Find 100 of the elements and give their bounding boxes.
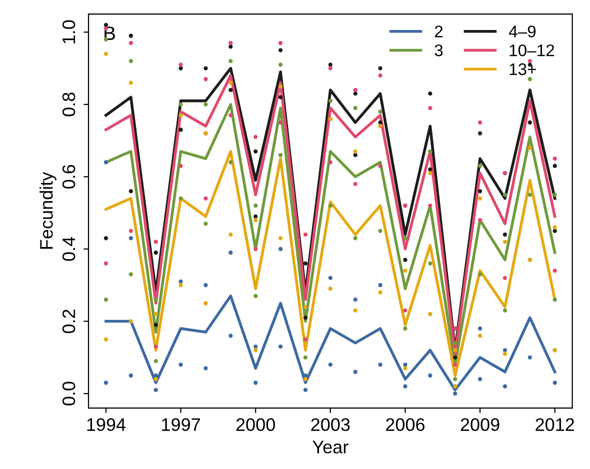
point [228,334,233,338]
y-axis-title: Fecundity [40,172,56,249]
point [328,362,332,367]
point [403,268,408,273]
point [178,128,183,132]
point [128,58,133,64]
point [502,192,508,197]
point [303,232,308,237]
point [204,283,208,288]
point [154,312,158,316]
point [104,261,108,266]
point [254,246,258,252]
point [403,308,408,313]
point [378,124,382,128]
y-tick-label: 0.6 [62,164,76,189]
point [453,362,458,367]
point [228,88,233,92]
x-tick-label: 2012 [536,418,574,432]
point [254,134,258,140]
point [303,316,308,320]
legend-label: 4–9 [508,26,536,38]
point [453,348,458,352]
point [178,62,183,67]
point [478,334,482,338]
point [328,160,332,164]
point [453,355,458,360]
point [178,283,183,288]
x-tick-label: 1994 [87,418,126,432]
point [502,384,508,388]
point [403,326,408,331]
point [378,362,382,367]
point [228,80,233,85]
point [128,189,133,194]
point [128,80,133,85]
point [204,66,208,70]
point [178,196,183,200]
point [228,44,233,49]
point [353,152,358,158]
point [428,171,432,176]
point [154,240,158,244]
point [328,62,332,67]
point [453,377,458,382]
point [154,358,158,364]
point [303,304,308,309]
point [303,337,308,342]
point [204,77,208,82]
point [378,283,382,288]
point [278,62,283,67]
point [478,196,482,200]
y-tick-label: 0.8 [62,92,76,116]
point [378,66,382,70]
point [128,236,133,240]
point [228,40,233,46]
point [478,272,482,276]
point [552,156,557,161]
point [478,218,482,222]
point [154,377,158,382]
point [328,286,332,291]
point [403,258,408,262]
legend-label: 3 [434,44,443,56]
point [502,308,508,313]
point [278,246,283,252]
point [403,366,408,370]
point [428,204,432,208]
point [204,366,208,370]
point [128,373,133,378]
point [303,377,308,382]
point [128,40,133,46]
line-series [104,294,556,392]
point [552,268,557,273]
point [502,276,508,280]
point [403,384,408,388]
point [528,355,532,360]
point [178,362,183,367]
point [154,322,158,327]
point [254,344,258,349]
point [303,355,308,360]
point [254,294,258,298]
point [154,344,158,349]
point [403,362,408,367]
point [154,388,158,392]
point [278,344,283,349]
point [552,380,557,385]
point [278,95,283,100]
point [254,380,258,385]
y-tick-label: 0.4 [62,236,76,261]
point [228,160,233,164]
point [403,236,408,240]
point [478,164,482,168]
point [328,98,332,103]
point [378,110,382,114]
point [278,48,283,52]
point [428,261,432,266]
point [552,228,557,234]
point [128,228,133,234]
point [228,250,233,255]
x-tick-label: 2003 [311,418,350,432]
point [353,308,358,313]
point [128,272,133,276]
point [178,164,183,168]
